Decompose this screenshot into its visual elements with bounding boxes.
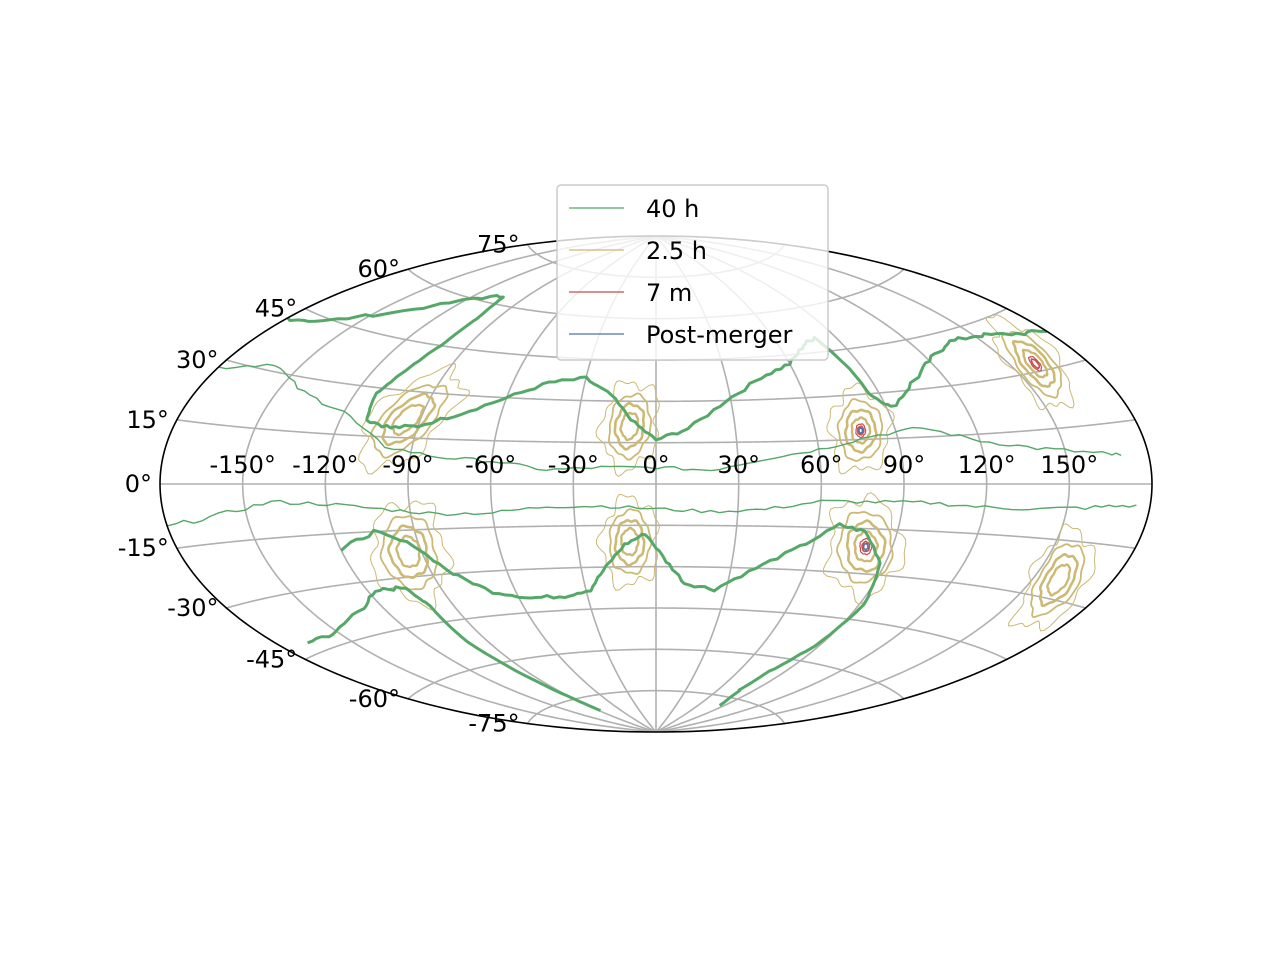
contour-line	[823, 492, 907, 605]
contour-line	[836, 511, 894, 584]
contour-line	[620, 526, 640, 557]
legend-entry-40h: 40 h	[569, 195, 699, 223]
legend-box	[556, 184, 829, 361]
contour-group	[369, 500, 455, 611]
parallel-line	[526, 689, 786, 724]
contour-group	[985, 314, 1075, 411]
curve-40h	[286, 294, 1047, 442]
y-tick-label: 75°	[477, 231, 520, 259]
contour-line	[381, 392, 437, 447]
x-tick-label: -90°	[382, 451, 433, 479]
curve-40h	[307, 585, 602, 712]
y-tick-label: -15°	[118, 534, 169, 562]
contour-line	[613, 519, 646, 567]
legend-entry-7m: 7 m	[569, 279, 692, 307]
curve-40h	[218, 363, 1122, 472]
x-tick-label: 60°	[800, 451, 843, 479]
parallel-line	[226, 565, 1086, 609]
x-tick-label: 30°	[717, 451, 760, 479]
latitude-tick-labels: -75° -60° -45° -30° -15° 0° 15° 30° 45° 60° 75°	[118, 231, 520, 738]
x-tick-label: 90°	[883, 451, 926, 479]
contour-group	[596, 494, 660, 591]
contour-line	[861, 540, 871, 553]
contour-line	[843, 408, 878, 454]
contour-line	[1030, 358, 1041, 370]
y-tick-label: 0°	[125, 470, 152, 498]
contour-line	[619, 411, 640, 442]
x-tick-label: 0°	[642, 451, 669, 479]
contour-line	[608, 392, 653, 461]
contour-line	[856, 425, 865, 436]
contour-line	[859, 537, 873, 556]
legend-entry-2-5h: 2.5 h	[569, 237, 707, 265]
curve-40h	[166, 499, 1137, 527]
x-tick-label: 120°	[958, 451, 1016, 479]
contour-line	[850, 416, 872, 445]
contour-line	[379, 515, 439, 591]
contour-layer	[358, 314, 1096, 632]
y-tick-label: 30°	[176, 346, 219, 374]
contour-group	[1007, 523, 1096, 632]
contour-line	[390, 403, 425, 437]
y-tick-label: -30°	[167, 594, 218, 622]
contour-line	[387, 524, 430, 579]
parallel-line	[176, 524, 1136, 549]
contour-line	[613, 401, 646, 451]
contour-line	[358, 363, 471, 475]
y-tick-label: 60°	[357, 255, 400, 283]
contour-group	[358, 363, 471, 475]
contour-line	[836, 398, 884, 462]
contour-line	[596, 494, 660, 591]
x-tick-label: -60°	[465, 451, 516, 479]
y-tick-label: 15°	[126, 406, 169, 434]
legend-entry-post-merger: Post-merger	[569, 321, 792, 349]
contour-line	[1038, 552, 1079, 608]
parallel-line	[226, 359, 1086, 403]
y-tick-label: -45°	[246, 645, 297, 673]
contour-group	[823, 492, 907, 605]
contour-group	[595, 380, 660, 477]
parallel-line	[304, 607, 1008, 661]
contour-line	[369, 500, 455, 611]
x-tick-label: -150°	[209, 451, 275, 479]
contour-line	[855, 423, 867, 439]
contour-line	[1027, 356, 1043, 372]
legend-label: Post-merger	[646, 321, 792, 349]
curve-layer	[166, 294, 1137, 712]
contour-line	[862, 542, 869, 551]
y-tick-label: -75°	[468, 710, 519, 738]
legend: 40 h 2.5 h 7 m Post-merger	[556, 184, 829, 361]
contour-line	[395, 534, 421, 569]
contour-line	[1001, 330, 1063, 399]
legend-label: 7 m	[646, 279, 692, 307]
contour-line	[1011, 339, 1056, 388]
contour-line	[858, 427, 864, 435]
contour-line	[1007, 523, 1096, 632]
x-tick-label: -30°	[548, 451, 599, 479]
legend-label: 40 h	[646, 195, 699, 223]
y-tick-label: -60°	[349, 685, 400, 713]
contour-line	[370, 384, 449, 459]
contour-line	[1030, 543, 1086, 618]
contour-line	[1021, 348, 1049, 379]
contour-line	[608, 508, 653, 575]
curve-40h	[340, 522, 882, 707]
x-tick-label: 150°	[1040, 451, 1098, 479]
longitude-tick-labels: -150° -120° -90° -60° -30° 0° 30° 60° 90° 120° 150…	[209, 451, 1098, 479]
contour-line	[1046, 563, 1072, 597]
y-tick-label: 45°	[255, 295, 298, 323]
legend-label: 2.5 h	[646, 237, 707, 265]
contour-line	[595, 380, 660, 477]
parallel-line	[407, 648, 905, 700]
x-tick-label: -120°	[292, 451, 358, 479]
